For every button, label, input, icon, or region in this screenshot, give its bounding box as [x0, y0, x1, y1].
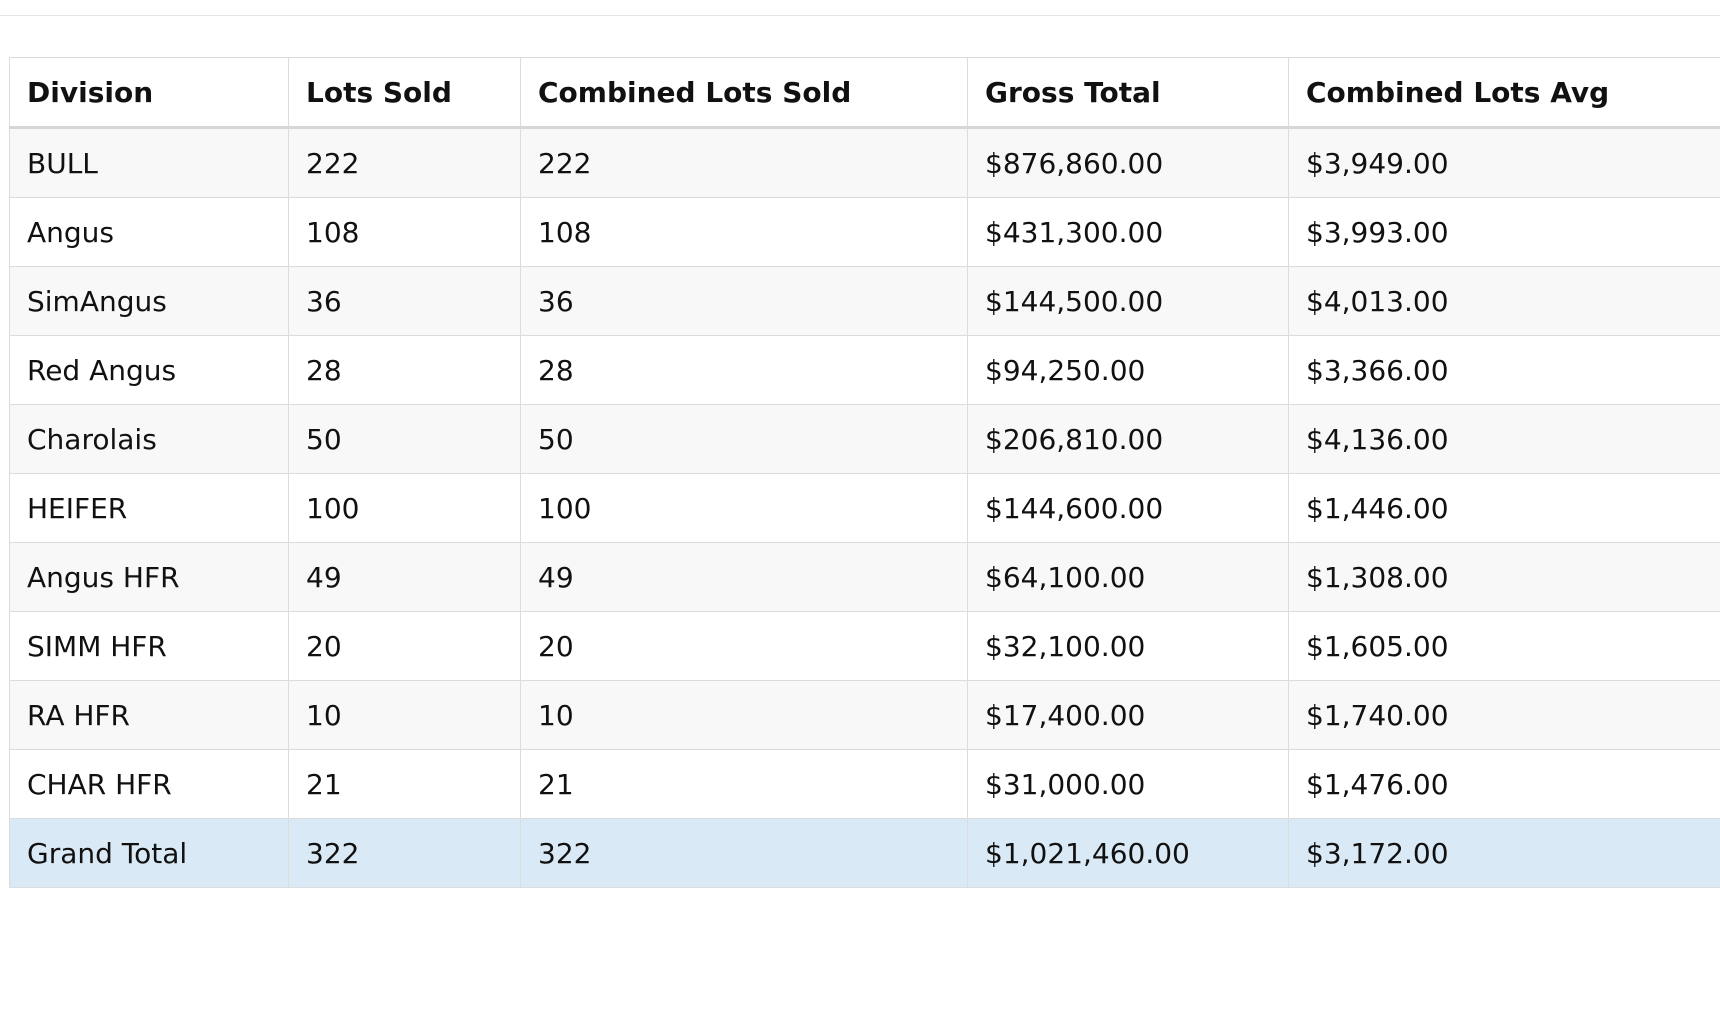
cell-lots-sold: 28 — [288, 335, 521, 405]
cell-combined-lots-avg: $1,308.00 — [1288, 542, 1720, 612]
table-row: BULL 222 222 $876,860.00 $3,949.00 — [9, 127, 1720, 198]
table-row: SimAngus 36 36 $144,500.00 $4,013.00 — [9, 266, 1720, 336]
cell-combined-lots-sold: 28 — [520, 335, 968, 405]
top-divider — [0, 15, 1720, 16]
cell-division: CHAR HFR — [9, 749, 289, 819]
column-header-division[interactable]: Division — [9, 57, 289, 129]
cell-gross-total: $876,860.00 — [967, 127, 1289, 198]
cell-combined-lots-avg: $1,740.00 — [1288, 680, 1720, 750]
table-body: BULL 222 222 $876,860.00 $3,949.00 Angus… — [9, 127, 1720, 888]
cell-division: SIMM HFR — [9, 611, 289, 681]
table-header: Division Lots Sold Combined Lots Sold Gr… — [9, 57, 1720, 129]
cell-combined-lots-avg: $1,446.00 — [1288, 473, 1720, 543]
sales-summary-table-container: Division Lots Sold Combined Lots Sold Gr… — [9, 57, 1720, 888]
cell-gross-total: $64,100.00 — [967, 542, 1289, 612]
cell-lots-sold: 36 — [288, 266, 521, 336]
cell-division: HEIFER — [9, 473, 289, 543]
cell-combined-lots-sold: 322 — [520, 818, 968, 888]
table-row: HEIFER 100 100 $144,600.00 $1,446.00 — [9, 473, 1720, 543]
cell-division: SimAngus — [9, 266, 289, 336]
table-row: Angus 108 108 $431,300.00 $3,993.00 — [9, 197, 1720, 267]
cell-combined-lots-sold: 222 — [520, 127, 968, 198]
cell-combined-lots-sold: 100 — [520, 473, 968, 543]
table-row: Charolais 50 50 $206,810.00 $4,136.00 — [9, 404, 1720, 474]
cell-combined-lots-avg: $3,366.00 — [1288, 335, 1720, 405]
cell-gross-total: $206,810.00 — [967, 404, 1289, 474]
cell-gross-total: $1,021,460.00 — [967, 818, 1289, 888]
cell-combined-lots-sold: 10 — [520, 680, 968, 750]
table-row: Angus HFR 49 49 $64,100.00 $1,308.00 — [9, 542, 1720, 612]
column-header-lots-sold[interactable]: Lots Sold — [288, 57, 521, 129]
cell-combined-lots-avg: $4,136.00 — [1288, 404, 1720, 474]
cell-combined-lots-sold: 50 — [520, 404, 968, 474]
cell-lots-sold: 10 — [288, 680, 521, 750]
cell-combined-lots-avg: $1,605.00 — [1288, 611, 1720, 681]
column-header-combined-lots-avg[interactable]: Combined Lots Avg — [1288, 57, 1720, 129]
column-header-gross-total[interactable]: Gross Total — [967, 57, 1289, 129]
table-row: SIMM HFR 20 20 $32,100.00 $1,605.00 — [9, 611, 1720, 681]
cell-lots-sold: 21 — [288, 749, 521, 819]
cell-gross-total: $94,250.00 — [967, 335, 1289, 405]
cell-division: Angus HFR — [9, 542, 289, 612]
cell-lots-sold: 222 — [288, 127, 521, 198]
cell-combined-lots-sold: 20 — [520, 611, 968, 681]
cell-combined-lots-sold: 36 — [520, 266, 968, 336]
column-header-combined-lots-sold[interactable]: Combined Lots Sold — [520, 57, 968, 129]
cell-combined-lots-avg: $3,949.00 — [1288, 127, 1720, 198]
cell-gross-total: $431,300.00 — [967, 197, 1289, 267]
cell-combined-lots-avg: $1,476.00 — [1288, 749, 1720, 819]
cell-division: BULL — [9, 127, 289, 198]
header-row: Division Lots Sold Combined Lots Sold Gr… — [9, 57, 1720, 129]
cell-combined-lots-avg: $4,013.00 — [1288, 266, 1720, 336]
cell-gross-total: $144,600.00 — [967, 473, 1289, 543]
cell-combined-lots-sold: 49 — [520, 542, 968, 612]
cell-combined-lots-avg: $3,993.00 — [1288, 197, 1720, 267]
cell-lots-sold: 100 — [288, 473, 521, 543]
cell-division: Red Angus — [9, 335, 289, 405]
cell-division: Charolais — [9, 404, 289, 474]
cell-division: RA HFR — [9, 680, 289, 750]
cell-gross-total: $32,100.00 — [967, 611, 1289, 681]
cell-combined-lots-avg: $3,172.00 — [1288, 818, 1720, 888]
grand-total-row: Grand Total 322 322 $1,021,460.00 $3,172… — [9, 818, 1720, 888]
cell-lots-sold: 50 — [288, 404, 521, 474]
cell-division: Angus — [9, 197, 289, 267]
cell-lots-sold: 108 — [288, 197, 521, 267]
cell-lots-sold: 20 — [288, 611, 521, 681]
sales-summary-table: Division Lots Sold Combined Lots Sold Gr… — [9, 57, 1720, 888]
table-row: RA HFR 10 10 $17,400.00 $1,740.00 — [9, 680, 1720, 750]
cell-gross-total: $17,400.00 — [967, 680, 1289, 750]
table-row: Red Angus 28 28 $94,250.00 $3,366.00 — [9, 335, 1720, 405]
cell-combined-lots-sold: 21 — [520, 749, 968, 819]
cell-division: Grand Total — [9, 818, 289, 888]
cell-combined-lots-sold: 108 — [520, 197, 968, 267]
table-row: CHAR HFR 21 21 $31,000.00 $1,476.00 — [9, 749, 1720, 819]
cell-lots-sold: 322 — [288, 818, 521, 888]
cell-lots-sold: 49 — [288, 542, 521, 612]
cell-gross-total: $31,000.00 — [967, 749, 1289, 819]
cell-gross-total: $144,500.00 — [967, 266, 1289, 336]
